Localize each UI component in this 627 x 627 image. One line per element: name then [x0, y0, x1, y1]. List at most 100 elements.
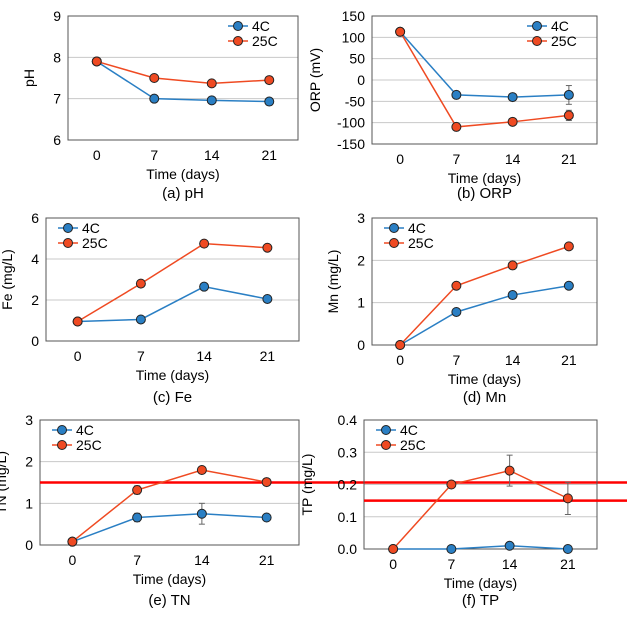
series-line-4c	[77, 285, 268, 323]
data-point-25c	[507, 260, 518, 271]
y-tick-label: 4	[31, 251, 39, 267]
y-tick-label: 3	[25, 412, 33, 428]
legend-entry-25c: 25C	[527, 33, 577, 49]
y-tick-label: 8	[53, 49, 61, 65]
x-tick-label: 7	[447, 556, 455, 572]
data-point-4c	[504, 540, 515, 551]
y-axis-label: Mn (mg/L)	[325, 250, 341, 314]
legend-label: 4C	[82, 220, 100, 236]
x-tick-label: 0	[93, 147, 101, 163]
data-point-25c	[395, 340, 406, 350]
legend-marker	[57, 425, 67, 435]
data-point-4c	[196, 508, 207, 519]
x-tick-label: 14	[505, 151, 521, 167]
x-tick-label: 7	[452, 151, 460, 167]
x-axis-label: Time (days)	[444, 575, 517, 591]
x-tick-label: 14	[194, 552, 210, 568]
y-tick-label: 100	[342, 29, 366, 45]
y-tick-label: 0.3	[338, 444, 358, 460]
series-line-25c	[399, 245, 570, 346]
legend-entry-4c: 4C	[52, 422, 94, 438]
data-point-4c	[206, 95, 217, 106]
data-point-25c	[388, 544, 399, 554]
panel-caption: (c) Fe	[153, 389, 192, 406]
legend-marker	[63, 238, 73, 248]
y-tick-label: 2	[357, 252, 365, 268]
y-tick-label: 1	[357, 295, 365, 311]
legend-label: 25C	[408, 235, 434, 251]
y-tick-label: 6	[53, 132, 61, 148]
data-point-4c	[135, 314, 146, 325]
data-point-4c	[262, 293, 273, 304]
y-tick-label: 0	[25, 537, 33, 553]
panel-caption: (b) ORP	[457, 185, 512, 202]
x-tick-label: 21	[560, 556, 576, 572]
panel-caption: (f) TP	[462, 592, 499, 609]
data-point-25c	[451, 280, 462, 291]
legend-label: 25C	[252, 33, 278, 49]
legend-label: 4C	[252, 18, 270, 34]
y-tick-label: 0.0	[338, 541, 358, 557]
data-point-4c	[562, 544, 573, 554]
x-tick-label: 7	[137, 348, 145, 364]
series-line-4c	[72, 512, 267, 543]
data-point-4c	[132, 512, 143, 523]
data-point-4c	[264, 96, 275, 107]
plot-frame	[363, 419, 598, 550]
series-line-25c	[399, 31, 569, 128]
y-tick-label: 0.4	[338, 412, 358, 428]
data-point-4c	[149, 93, 160, 104]
series-line-4c	[96, 60, 270, 103]
data-point-4c	[563, 280, 574, 291]
y-tick-label: 0	[357, 337, 365, 353]
x-axis-label: Time (days)	[146, 166, 219, 182]
y-tick-label: 2	[25, 454, 33, 470]
data-point-25c	[395, 26, 406, 37]
legend-marker	[381, 440, 391, 450]
legend-label: 25C	[400, 437, 426, 453]
data-point-25c	[72, 316, 83, 327]
legend-label: 4C	[76, 422, 94, 438]
data-point-25c	[261, 477, 272, 488]
x-tick-label: 21	[561, 352, 577, 368]
y-tick-label: 50	[349, 51, 365, 67]
plot-frame	[371, 217, 598, 346]
x-axis-label: Time (days)	[133, 571, 206, 587]
data-point-25c	[446, 479, 457, 490]
panel-caption: (d) Mn	[463, 389, 506, 406]
y-tick-label: 6	[31, 210, 39, 226]
data-point-25c	[206, 78, 217, 89]
x-tick-label: 14	[204, 147, 220, 163]
x-tick-label: 0	[396, 352, 404, 368]
y-tick-label: 9	[53, 8, 61, 24]
y-tick-label: 150	[342, 8, 366, 24]
x-tick-label: 14	[196, 348, 212, 364]
data-point-25c	[563, 110, 574, 121]
data-point-4c	[199, 281, 210, 292]
y-tick-label: 7	[53, 91, 61, 107]
x-tick-label: 21	[261, 147, 277, 163]
legend-entry-4c: 4C	[58, 220, 100, 236]
series-line-25c	[77, 242, 268, 323]
plot-frame	[371, 15, 598, 145]
x-tick-label: 0	[68, 552, 76, 568]
x-tick-label: 14	[502, 556, 518, 572]
legend-entry-25c: 25C	[384, 235, 434, 251]
y-axis-label: TN (mg/L)	[0, 451, 9, 514]
legend-marker	[389, 238, 399, 248]
series-line-4c	[399, 284, 569, 346]
x-axis-label: Time (days)	[136, 367, 209, 383]
panel-caption: (e) TN	[148, 592, 190, 609]
series-line-4c	[393, 545, 568, 550]
data-point-25c	[562, 493, 573, 504]
legend-marker	[63, 223, 73, 233]
x-tick-label: 21	[561, 151, 577, 167]
x-tick-label: 14	[505, 352, 521, 368]
data-point-25c	[149, 73, 160, 83]
x-tick-label: 7	[150, 147, 158, 163]
y-tick-label: -50	[345, 93, 365, 109]
legend-marker	[532, 21, 542, 31]
data-point-25c	[262, 242, 273, 253]
